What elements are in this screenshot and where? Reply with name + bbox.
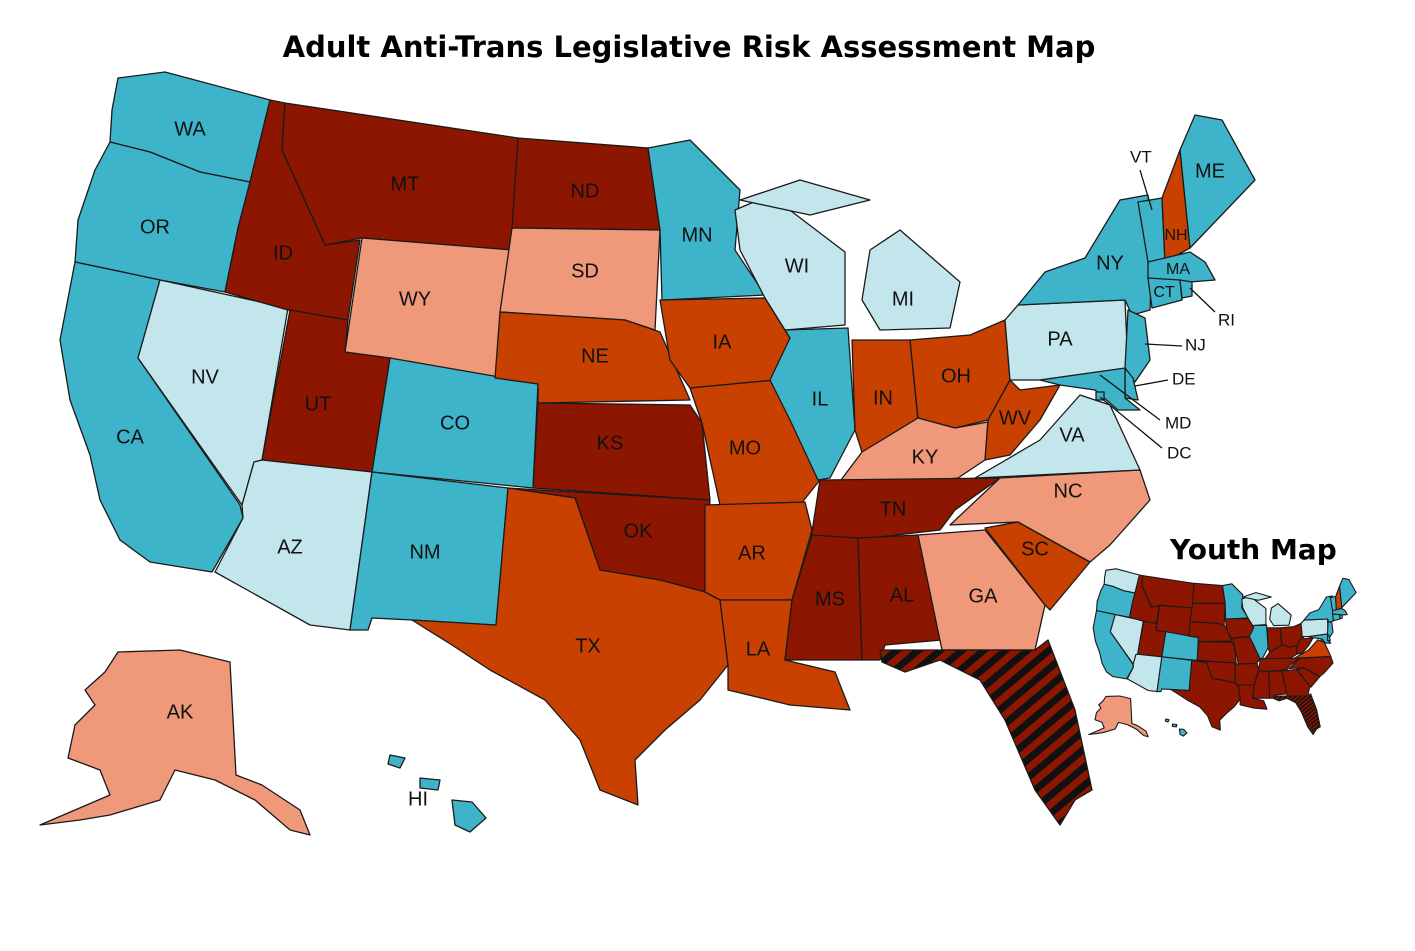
label-WV: WV: [999, 407, 1032, 429]
youth-state-MD[interactable]: [1308, 633, 1332, 644]
label-MS: MS: [815, 588, 845, 610]
youth-state-MT[interactable]: [1141, 575, 1195, 609]
label-UT: UT: [305, 393, 332, 415]
state-TN[interactable]: [809, 477, 1001, 546]
label-CO: CO: [440, 412, 470, 434]
label-NC: NC: [1054, 480, 1083, 502]
youth-map: [1088, 568, 1357, 738]
label-IL: IL: [812, 388, 829, 410]
label-ND: ND: [571, 180, 600, 202]
label-VA: VA: [1059, 424, 1085, 446]
label-KY: KY: [912, 446, 939, 468]
youth-state-HI[interactable]: [1164, 718, 1188, 737]
youth-state-DC[interactable]: [1320, 638, 1324, 642]
label-PA: PA: [1047, 328, 1073, 350]
youth-state-ME[interactable]: [1339, 577, 1357, 609]
label-GA: GA: [969, 585, 999, 607]
label-SD: SD: [571, 260, 599, 282]
youth-state-GA[interactable]: [1281, 669, 1311, 697]
label-WI: WI: [785, 255, 809, 277]
state-NC[interactable]: [949, 469, 1151, 563]
youth-state-MS[interactable]: [1252, 670, 1271, 699]
label-NH: NH: [1164, 227, 1187, 244]
label-OR: OR: [140, 216, 170, 238]
youth-state-CT[interactable]: [1332, 613, 1341, 622]
state-NY[interactable]: [1017, 194, 1153, 316]
state-VA[interactable]: [974, 394, 1141, 479]
state-FL[interactable]: [879, 639, 1093, 826]
label-RI: RI: [1218, 310, 1235, 329]
map-title: Adult Anti-Trans Legislative Risk Assess…: [282, 30, 1096, 64]
label-VT: VT: [1130, 147, 1152, 166]
label-MN: MN: [681, 224, 712, 246]
state-TX[interactable]: [411, 487, 729, 806]
label-AZ: AZ: [277, 536, 303, 558]
label-DE: DE: [1172, 369, 1196, 388]
label-TX: TX: [575, 635, 601, 657]
state-MD[interactable]: [1039, 367, 1141, 411]
state-KS[interactable]: [532, 402, 711, 501]
state-HI[interactable]: [387, 754, 487, 833]
state-MN[interactable]: [647, 139, 766, 301]
label-MD: MD: [1165, 413, 1191, 432]
youth-state-KS[interactable]: [1196, 641, 1237, 664]
label-IN: IN: [873, 387, 893, 409]
label-CT: CT: [1153, 284, 1175, 301]
youth-state-NJ[interactable]: [1326, 620, 1334, 638]
label-AR: AR: [738, 542, 766, 564]
label-SC: SC: [1021, 538, 1049, 560]
label-AK: AK: [167, 701, 194, 723]
state-MI[interactable]: [739, 179, 961, 331]
youth-map-title: Youth Map: [1170, 533, 1337, 566]
label-IA: IA: [713, 331, 733, 353]
label-NM: NM: [409, 541, 440, 563]
label-TN: TN: [880, 498, 907, 520]
label-WA: WA: [174, 118, 206, 140]
label-NY: NY: [1096, 252, 1124, 274]
label-NE: NE: [581, 345, 609, 367]
youth-state-NY[interactable]: [1303, 595, 1334, 623]
state-CT[interactable]: [1147, 277, 1183, 309]
label-NV: NV: [191, 366, 219, 388]
label-MO: MO: [729, 437, 761, 459]
state-ME[interactable]: [1179, 114, 1256, 249]
youth-state-NE[interactable]: [1188, 621, 1233, 643]
label-MA: MA: [1166, 261, 1190, 278]
label-OK: OK: [624, 520, 654, 542]
label-OH: OH: [941, 365, 971, 387]
label-AL: AL: [890, 584, 914, 606]
youth-state-MI[interactable]: [1242, 592, 1292, 627]
state-NJ[interactable]: [1124, 309, 1151, 383]
label-ME: ME: [1195, 160, 1225, 182]
label-WY: WY: [399, 288, 431, 310]
youth-state-RI[interactable]: [1339, 614, 1343, 620]
youth-state-NM[interactable]: [1156, 656, 1193, 693]
label-DC: DC: [1167, 443, 1192, 462]
state-SC[interactable]: [984, 521, 1091, 611]
label-MT: MT: [391, 173, 420, 195]
state-AK[interactable]: [39, 649, 311, 836]
state-GA[interactable]: [917, 529, 1046, 651]
state-IL[interactable]: [769, 327, 856, 481]
state-WV[interactable]: [984, 379, 1061, 461]
state-RI[interactable]: [1179, 279, 1193, 299]
label-HI: HI: [408, 788, 428, 810]
youth-state-TX[interactable]: [1170, 659, 1241, 731]
youth-state-FL[interactable]: [1273, 693, 1321, 736]
youth-state-ND[interactable]: [1192, 582, 1226, 605]
youth-state-AK[interactable]: [1088, 695, 1149, 738]
label-ID: ID: [273, 242, 293, 264]
state-MS[interactable]: [784, 534, 863, 661]
label-NJ: NJ: [1185, 335, 1206, 354]
label-MI: MI: [892, 288, 914, 310]
label-LA: LA: [746, 638, 771, 660]
label-KS: KS: [597, 432, 624, 454]
state-NE[interactable]: [494, 311, 691, 404]
label-CA: CA: [116, 426, 144, 448]
